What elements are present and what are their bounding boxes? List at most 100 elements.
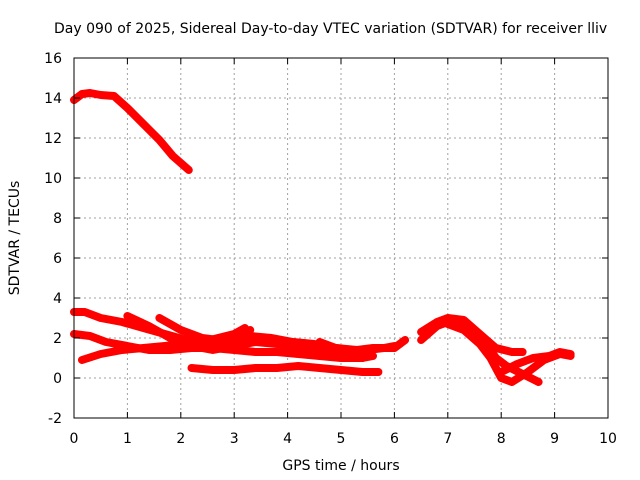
data-point <box>145 322 153 330</box>
data-point <box>337 366 345 374</box>
grid <box>74 58 608 418</box>
x-tick-label: 4 <box>283 431 292 447</box>
data-point <box>230 342 238 350</box>
data-point <box>198 334 206 342</box>
data-point <box>123 104 131 112</box>
y-tick-label: 4 <box>53 291 62 307</box>
data-point <box>169 152 177 160</box>
data-point <box>460 326 468 334</box>
data-point <box>209 346 217 354</box>
data-point <box>556 348 564 356</box>
y-axis-title: SDTVAR / TECUs <box>7 181 23 296</box>
data-point <box>492 344 500 352</box>
series-track-1 <box>70 89 193 174</box>
data-point <box>417 328 425 336</box>
data-point <box>118 318 126 326</box>
data-point <box>155 136 163 144</box>
data-point <box>97 350 105 358</box>
data-point <box>497 374 505 382</box>
data-point <box>155 314 163 322</box>
data-point <box>567 350 575 358</box>
y-tick-label: 0 <box>53 371 62 387</box>
data-point <box>177 326 185 334</box>
data-point <box>519 348 527 356</box>
data-point <box>252 348 260 356</box>
data-point <box>139 120 147 128</box>
data-point <box>529 354 537 362</box>
y-tick-label: 12 <box>44 131 62 147</box>
data-point <box>123 312 131 320</box>
data-point <box>358 368 366 376</box>
y-tick-label: 10 <box>44 171 62 187</box>
x-axis-title: GPS time / hours <box>282 458 399 474</box>
data-point <box>161 342 169 350</box>
data-point <box>252 338 260 346</box>
x-tick-label: 1 <box>123 431 132 447</box>
y-tick-label: 8 <box>53 211 62 227</box>
data-point <box>460 316 468 324</box>
chart-title: Day 090 of 2025, Sidereal Day-to-day VTE… <box>54 21 607 37</box>
data-point <box>508 378 516 386</box>
data-point <box>139 344 147 352</box>
data-point <box>316 364 324 372</box>
data-point <box>188 364 195 372</box>
data-point <box>358 354 366 362</box>
data-point <box>97 314 105 322</box>
data-point <box>535 378 543 386</box>
x-tick-label: 5 <box>337 431 346 447</box>
data-point <box>294 344 302 352</box>
data-point <box>185 166 193 174</box>
x-tick-label: 7 <box>443 431 452 447</box>
data-point <box>273 348 281 356</box>
x-tick-label: 3 <box>230 431 239 447</box>
data-point <box>316 338 324 346</box>
y-tick-label: 14 <box>44 91 62 107</box>
data-point <box>364 346 372 354</box>
data-point <box>273 364 281 372</box>
x-tick-label: 10 <box>599 431 617 447</box>
data-point <box>417 336 425 344</box>
data-point <box>252 364 260 372</box>
data-point <box>476 330 484 338</box>
data-point <box>230 332 238 340</box>
x-tick-label: 8 <box>497 431 506 447</box>
data-point <box>380 344 388 352</box>
data-point <box>513 360 521 368</box>
x-tick-label: 6 <box>390 431 399 447</box>
data-point <box>444 314 452 322</box>
data-point <box>230 366 238 374</box>
data-point <box>166 334 174 342</box>
data-point <box>374 368 382 376</box>
x-tick-label: 0 <box>70 431 79 447</box>
data-point <box>97 91 105 99</box>
data-point <box>214 336 222 344</box>
series-track-7 <box>187 362 383 376</box>
data-point <box>316 348 324 356</box>
data-point <box>348 346 356 354</box>
data-point <box>102 338 110 346</box>
data-point <box>86 89 94 97</box>
y-tick-label: -2 <box>48 411 62 427</box>
data-point <box>78 356 86 364</box>
y-tick-label: 2 <box>53 331 62 347</box>
data-point <box>390 342 398 350</box>
x-tick-label: 2 <box>176 431 185 447</box>
data-point <box>508 348 516 356</box>
y-tick-label: 6 <box>53 251 62 267</box>
y-tick-label: 16 <box>44 51 62 67</box>
data-point <box>332 344 340 352</box>
data-point <box>476 340 484 348</box>
data-point <box>487 354 494 362</box>
series-track-5 <box>123 312 367 362</box>
data-point <box>86 332 94 340</box>
data-point <box>78 90 86 98</box>
data-point <box>273 340 281 348</box>
data-point <box>433 318 441 326</box>
data-point <box>337 352 345 360</box>
data-point <box>209 366 217 374</box>
data-point <box>246 326 254 334</box>
data-point <box>401 336 409 344</box>
data-point <box>294 362 302 370</box>
